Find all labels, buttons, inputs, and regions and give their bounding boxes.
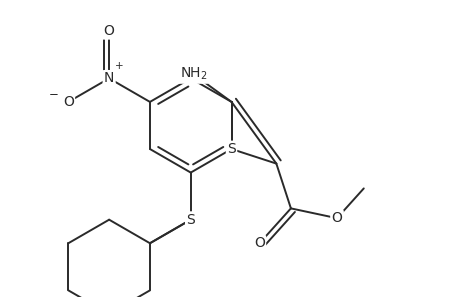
Text: O: O: [103, 24, 114, 38]
Text: O: O: [63, 95, 73, 109]
Text: S: S: [186, 213, 195, 227]
Text: O: O: [253, 236, 264, 250]
Text: +: +: [114, 61, 123, 70]
Text: O: O: [331, 211, 341, 225]
Text: −: −: [49, 88, 58, 100]
Text: S: S: [227, 142, 235, 156]
Text: NH$_2$: NH$_2$: [179, 66, 207, 82]
Text: N: N: [104, 71, 114, 85]
